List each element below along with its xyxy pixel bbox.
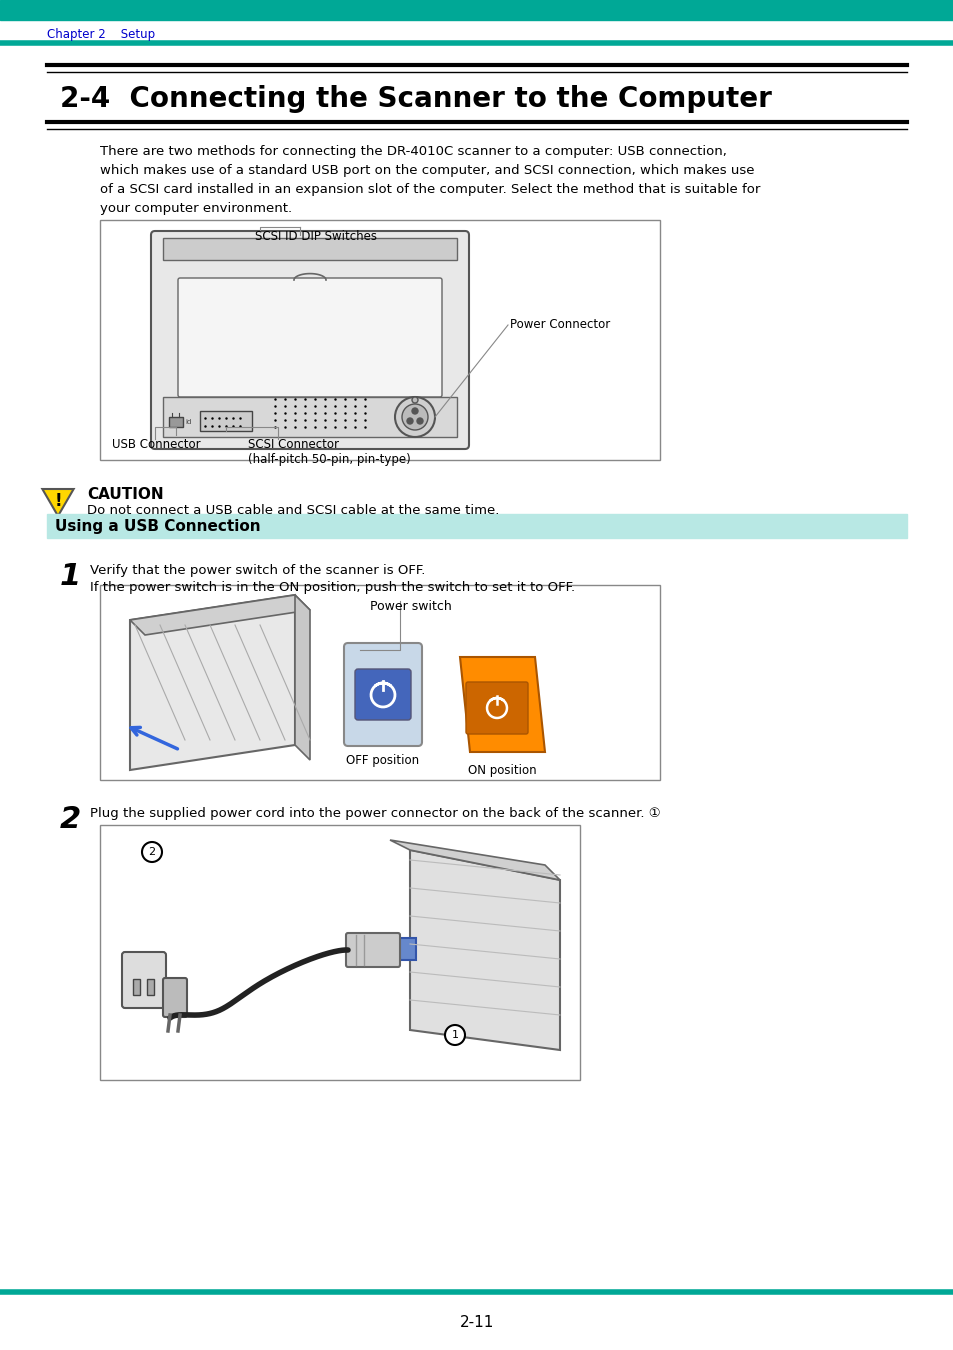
Text: OFF position: OFF position [346,755,419,767]
Polygon shape [459,657,544,752]
Text: USB Connector: USB Connector [112,437,200,451]
Circle shape [412,408,417,414]
Text: your computer environment.: your computer environment. [100,202,292,215]
Text: ON position: ON position [467,764,536,778]
Text: Power switch: Power switch [370,599,452,613]
Text: 1: 1 [60,562,81,591]
FancyBboxPatch shape [465,682,527,734]
Circle shape [142,842,162,863]
Bar [100,825,579,1080]
Polygon shape [42,489,73,516]
FancyBboxPatch shape [163,977,187,1017]
FancyBboxPatch shape [344,643,421,747]
Text: 2: 2 [149,846,155,857]
Text: which makes use of a standard USB port on the computer, and SCSI connection, whi: which makes use of a standard USB port o… [100,163,754,177]
Circle shape [416,418,422,424]
Text: If the power switch is in the ON position, push the switch to set it to OFF.: If the power switch is in the ON positio… [90,580,575,594]
Circle shape [444,1025,464,1045]
Polygon shape [130,595,294,770]
Text: id: id [186,418,192,425]
Text: !: ! [54,491,62,510]
Text: Power Connector: Power Connector [510,319,610,332]
Text: Verify that the power switch of the scanner is OFF.: Verify that the power switch of the scan… [90,564,425,576]
Text: 2-4  Connecting the Scanner to the Computer: 2-4 Connecting the Scanner to the Comput… [60,85,771,113]
Bar [397,938,416,960]
FancyBboxPatch shape [346,933,399,967]
Polygon shape [294,595,310,760]
FancyBboxPatch shape [355,670,411,720]
Bar [200,410,252,431]
Circle shape [412,397,417,404]
Text: of a SCSI card installed in an expansion slot of the computer. Select the method: of a SCSI card installed in an expansion… [100,184,760,196]
Text: Using a USB Connection: Using a USB Connection [55,518,260,533]
Text: CAUTION: CAUTION [87,487,164,502]
Polygon shape [410,850,559,1050]
Text: 2-11: 2-11 [459,1315,494,1330]
Text: 2: 2 [60,805,81,834]
Text: SCSI Connector: SCSI Connector [248,437,338,451]
Bar [163,397,456,437]
FancyBboxPatch shape [178,278,441,397]
Circle shape [407,418,413,424]
Text: Plug the supplied power cord into the power connector on the back of the scanner: Plug the supplied power cord into the po… [90,807,659,819]
FancyBboxPatch shape [151,231,469,450]
Text: Chapter 2    Setup: Chapter 2 Setup [47,28,155,40]
Bar [0,0,953,20]
FancyBboxPatch shape [122,952,166,1008]
Bar [100,585,659,780]
Bar [132,979,140,995]
Text: 1: 1 [451,1030,458,1040]
Text: There are two methods for connecting the DR-4010C scanner to a computer: USB con: There are two methods for connecting the… [100,144,726,158]
Circle shape [395,397,435,437]
Polygon shape [130,595,310,634]
Text: Do not connect a USB cable and SCSI cable at the same time.: Do not connect a USB cable and SCSI cabl… [87,504,498,517]
Text: (half-pitch 50-pin, pin-type): (half-pitch 50-pin, pin-type) [248,454,411,466]
Circle shape [401,404,428,431]
Polygon shape [390,840,559,880]
Bar [100,220,659,460]
Bar [147,979,153,995]
Bar [169,417,183,427]
Bar [47,514,906,539]
Text: SCSI ID DIP Switches: SCSI ID DIP Switches [254,230,376,243]
Bar [163,238,456,261]
